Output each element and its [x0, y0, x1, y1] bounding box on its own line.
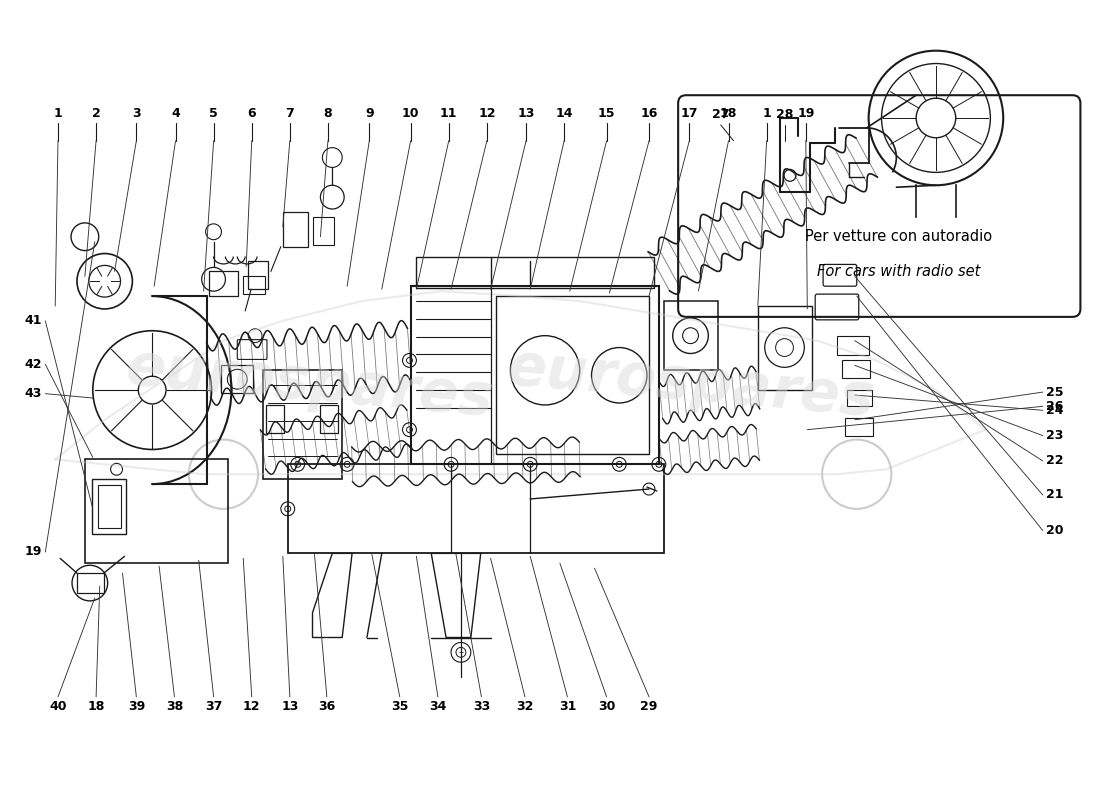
Bar	[417, 257, 653, 288]
Bar	[411, 286, 659, 464]
Bar	[243, 276, 265, 294]
Text: 13: 13	[517, 106, 535, 119]
Text: 14: 14	[556, 106, 573, 119]
Bar	[496, 296, 649, 454]
Text: 6: 6	[248, 106, 256, 119]
Text: 9: 9	[365, 106, 374, 119]
Text: 4: 4	[172, 106, 180, 119]
Text: For cars with radio set: For cars with radio set	[817, 265, 980, 279]
Bar	[837, 336, 869, 355]
Text: 41: 41	[24, 314, 42, 327]
Bar	[209, 271, 239, 296]
Bar	[288, 464, 663, 554]
Text: 32: 32	[516, 700, 534, 714]
Text: 38: 38	[166, 700, 183, 714]
Text: 7: 7	[286, 106, 294, 119]
Text: 34: 34	[429, 700, 447, 714]
Text: 12: 12	[243, 700, 261, 714]
Bar	[663, 301, 718, 370]
Text: 28: 28	[777, 109, 794, 122]
Text: 27: 27	[712, 109, 729, 122]
Text: 12: 12	[478, 106, 496, 119]
Bar	[85, 459, 229, 563]
Text: 17: 17	[681, 106, 698, 119]
Bar	[845, 418, 872, 436]
Text: 29: 29	[640, 700, 658, 714]
Text: 18: 18	[87, 700, 104, 714]
Text: 39: 39	[128, 700, 145, 714]
Bar	[263, 370, 342, 479]
Text: 19: 19	[798, 106, 814, 119]
Bar	[91, 479, 127, 534]
Text: 1: 1	[762, 106, 771, 119]
Text: 21: 21	[1046, 489, 1064, 502]
Bar	[266, 405, 284, 433]
Text: 24: 24	[1046, 404, 1064, 417]
Text: 25: 25	[1046, 386, 1064, 398]
Text: eurospares: eurospares	[505, 340, 878, 429]
Text: 30: 30	[598, 700, 615, 714]
Text: 42: 42	[24, 358, 42, 371]
Text: eurospares: eurospares	[124, 340, 497, 429]
Bar	[847, 390, 871, 406]
Text: 20: 20	[1046, 524, 1064, 537]
Text: 18: 18	[719, 106, 737, 119]
Text: 19: 19	[25, 546, 42, 558]
Text: 35: 35	[392, 700, 408, 714]
Text: 11: 11	[440, 106, 458, 119]
Text: 2: 2	[91, 106, 100, 119]
Bar	[312, 217, 334, 245]
Text: 23: 23	[1046, 429, 1064, 442]
Bar	[842, 361, 870, 378]
Text: 10: 10	[402, 106, 419, 119]
Text: 16: 16	[640, 106, 658, 119]
Text: 8: 8	[323, 106, 332, 119]
Text: 22: 22	[1046, 454, 1064, 467]
Text: 37: 37	[205, 700, 222, 714]
Bar	[98, 485, 121, 528]
Text: 3: 3	[132, 106, 141, 119]
Bar	[77, 573, 103, 593]
Text: 5: 5	[209, 106, 218, 119]
Bar	[283, 212, 308, 246]
Bar	[221, 366, 253, 393]
Text: 31: 31	[559, 700, 576, 714]
Bar	[758, 306, 812, 390]
Bar	[249, 262, 268, 289]
Text: 13: 13	[282, 700, 298, 714]
Bar	[320, 405, 338, 433]
Text: 43: 43	[25, 387, 42, 400]
Text: 40: 40	[50, 700, 67, 714]
Text: Per vetture con autoradio: Per vetture con autoradio	[805, 230, 992, 245]
Text: 26: 26	[1046, 400, 1064, 413]
Text: 33: 33	[473, 700, 490, 714]
Text: 36: 36	[318, 700, 336, 714]
Text: 1: 1	[54, 106, 63, 119]
Text: 15: 15	[598, 106, 615, 119]
